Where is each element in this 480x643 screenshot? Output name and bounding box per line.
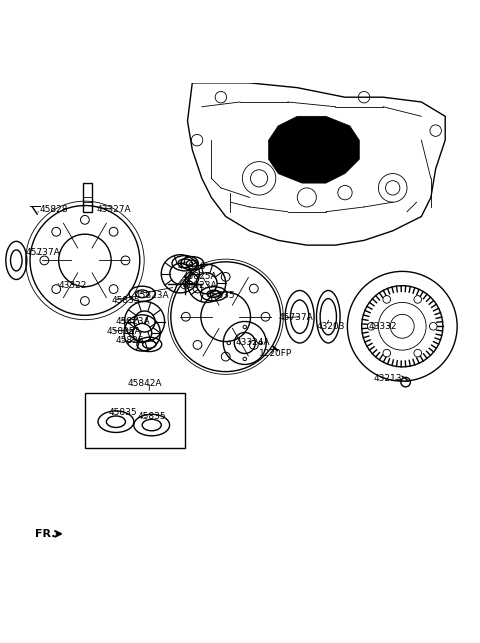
- Text: 43203: 43203: [316, 322, 345, 331]
- PathPatch shape: [269, 116, 360, 183]
- Text: 45823A: 45823A: [116, 317, 151, 326]
- Bar: [83, 183, 92, 212]
- Bar: [85, 393, 185, 448]
- Text: FR.: FR.: [35, 529, 55, 539]
- Text: 43213: 43213: [373, 374, 402, 383]
- Text: 45835: 45835: [206, 291, 235, 300]
- Text: 45835: 45835: [109, 408, 137, 417]
- Text: 45826: 45826: [116, 336, 144, 345]
- Text: 45826: 45826: [178, 262, 206, 271]
- Text: 43332: 43332: [369, 322, 397, 331]
- Text: 45825A: 45825A: [107, 327, 141, 336]
- Text: 45828: 45828: [39, 205, 68, 214]
- Text: 45737A: 45737A: [25, 248, 60, 257]
- Text: 43324A: 43324A: [235, 338, 270, 347]
- Text: 45823A: 45823A: [183, 281, 217, 290]
- Text: 45842A: 45842A: [127, 379, 162, 388]
- Text: 43327A: 43327A: [97, 205, 132, 214]
- Text: 45823A: 45823A: [135, 291, 169, 300]
- Text: 1220FP: 1220FP: [259, 349, 292, 358]
- Text: 45835: 45835: [137, 412, 166, 421]
- Text: 43322: 43322: [59, 281, 87, 290]
- Text: 45825A: 45825A: [183, 271, 217, 280]
- Text: 45835: 45835: [111, 296, 140, 305]
- Text: 45737A: 45737A: [278, 313, 313, 322]
